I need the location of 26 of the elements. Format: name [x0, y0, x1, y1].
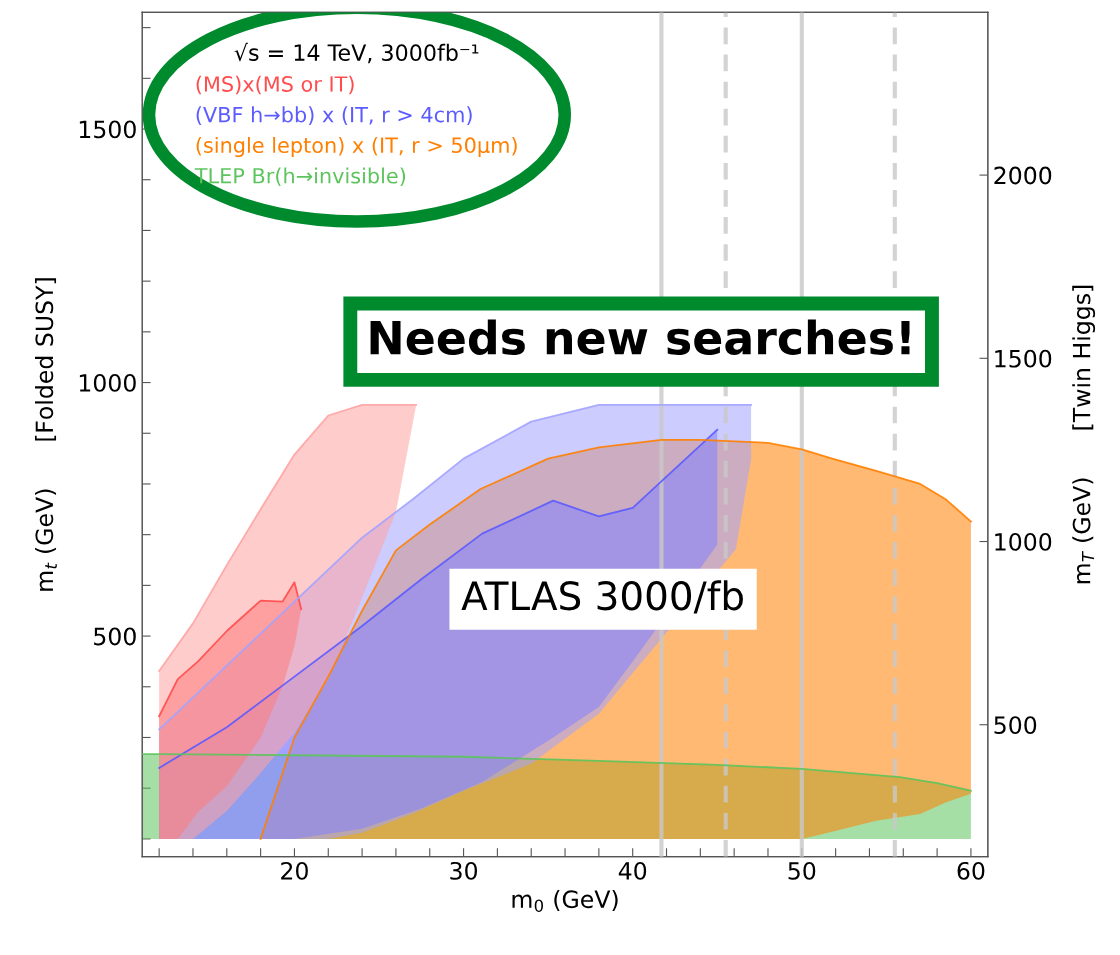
annotation: ATLAS 3000/fb — [461, 580, 743, 614]
y2-tick-label: 2000 — [994, 166, 1052, 185]
y2-axis-title: m$_{T}$ (GeV) [Twin Higgs] — [1072, 285, 1096, 584]
x-tick-label: 20 — [281, 861, 308, 880]
y2-tick-label: 1500 — [995, 349, 1052, 368]
line-series — [158, 581, 303, 718]
y2-tick-label: 1000 — [995, 532, 1052, 551]
y-tick-label: 500 — [94, 627, 136, 646]
line-series — [158, 403, 418, 672]
y-tick-label: 1000 — [79, 374, 136, 392]
x-tick-label: 50 — [788, 861, 816, 880]
line-series — [158, 403, 752, 731]
annotation: Needs new searches! — [370, 319, 910, 355]
y-axis-title: m$_{t}$ (GeV) [Folded SUSY] — [34, 278, 57, 591]
x-tick-label: 40 — [618, 861, 647, 880]
line-series — [142, 753, 972, 792]
legend-title: √s = 14 TeV, 3000fb⁻¹ — [234, 42, 479, 64]
y-tick-label: 1500 — [79, 120, 136, 139]
text: (single lepton) x (IT, r > 50μm) — [196, 136, 517, 158]
x-tick-label: 60 — [957, 861, 985, 880]
text: (MS)x(MS or IT) — [196, 75, 354, 95]
text: TLEP Br(h→invisible) — [194, 167, 406, 187]
x-axis-title: m$_{0}$ (GeV) — [512, 889, 618, 912]
text: (VBF h→bb) x (IT, r > 4cm) — [196, 106, 472, 125]
y2-tick-label: 500 — [994, 716, 1037, 735]
x-tick-label: 30 — [450, 861, 478, 880]
